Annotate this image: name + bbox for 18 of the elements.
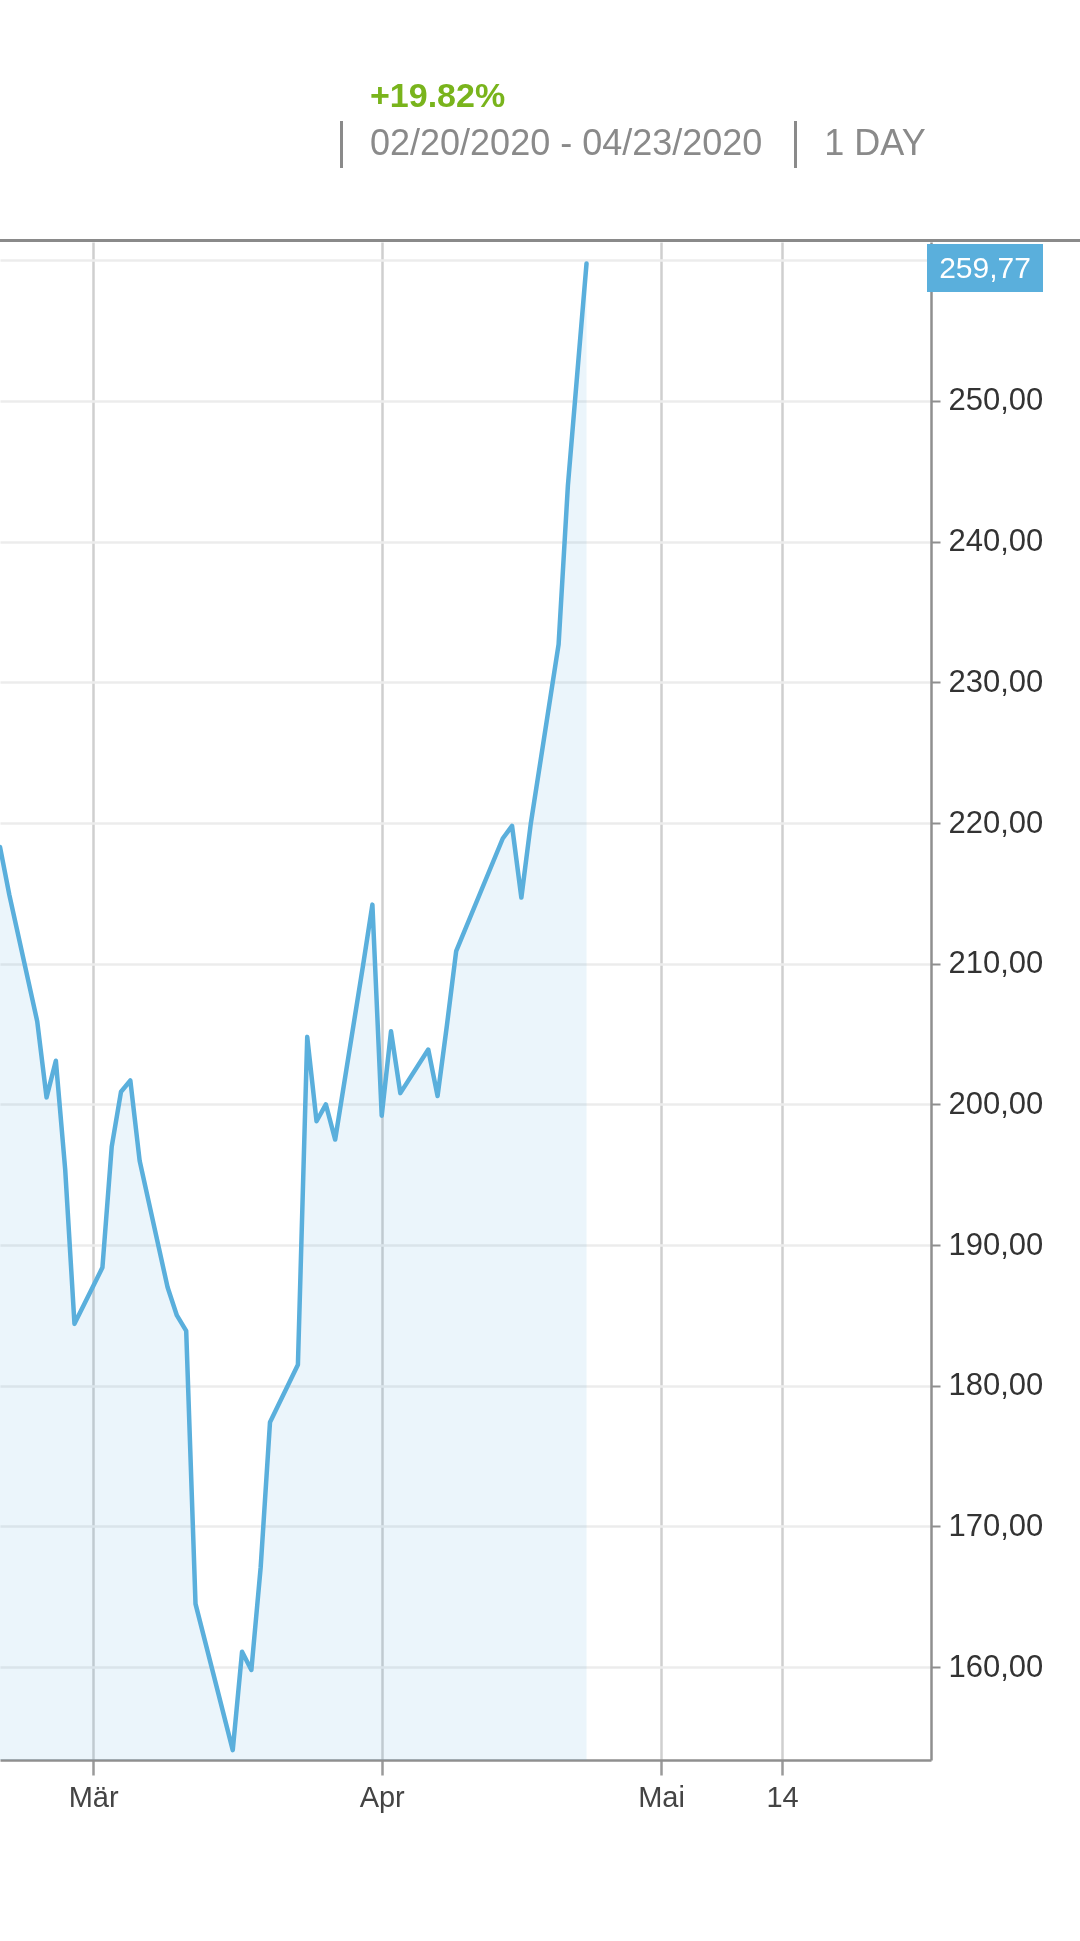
y-tick-label: 160,00 [948, 1648, 1044, 1684]
y-tick-label: 250,00 [948, 382, 1044, 418]
x-tick-label: Mai [638, 1780, 685, 1813]
chart-title: +19.82% [370, 75, 506, 115]
y-tick-label: 180,00 [948, 1367, 1044, 1403]
y-tick-label: 210,00 [948, 945, 1044, 981]
y-tick-label: 170,00 [948, 1507, 1044, 1543]
text: 1 DAY [824, 121, 926, 165]
chart-subtitle: 02/20/2020 - 04/23/2020 [370, 121, 763, 165]
y-tick-label: 240,00 [948, 523, 1044, 559]
y-tick-label: 220,00 [948, 804, 1044, 840]
x-tick-label: 14 [766, 1780, 799, 1813]
text: 259,77 [939, 251, 1031, 284]
x-tick-label: Mär [68, 1780, 119, 1813]
x-tick-label: Apr [359, 1780, 406, 1813]
y-tick-label: 190,00 [948, 1226, 1044, 1262]
y-tick-label: 230,00 [948, 663, 1044, 699]
y-tick-label: 200,00 [948, 1085, 1044, 1121]
